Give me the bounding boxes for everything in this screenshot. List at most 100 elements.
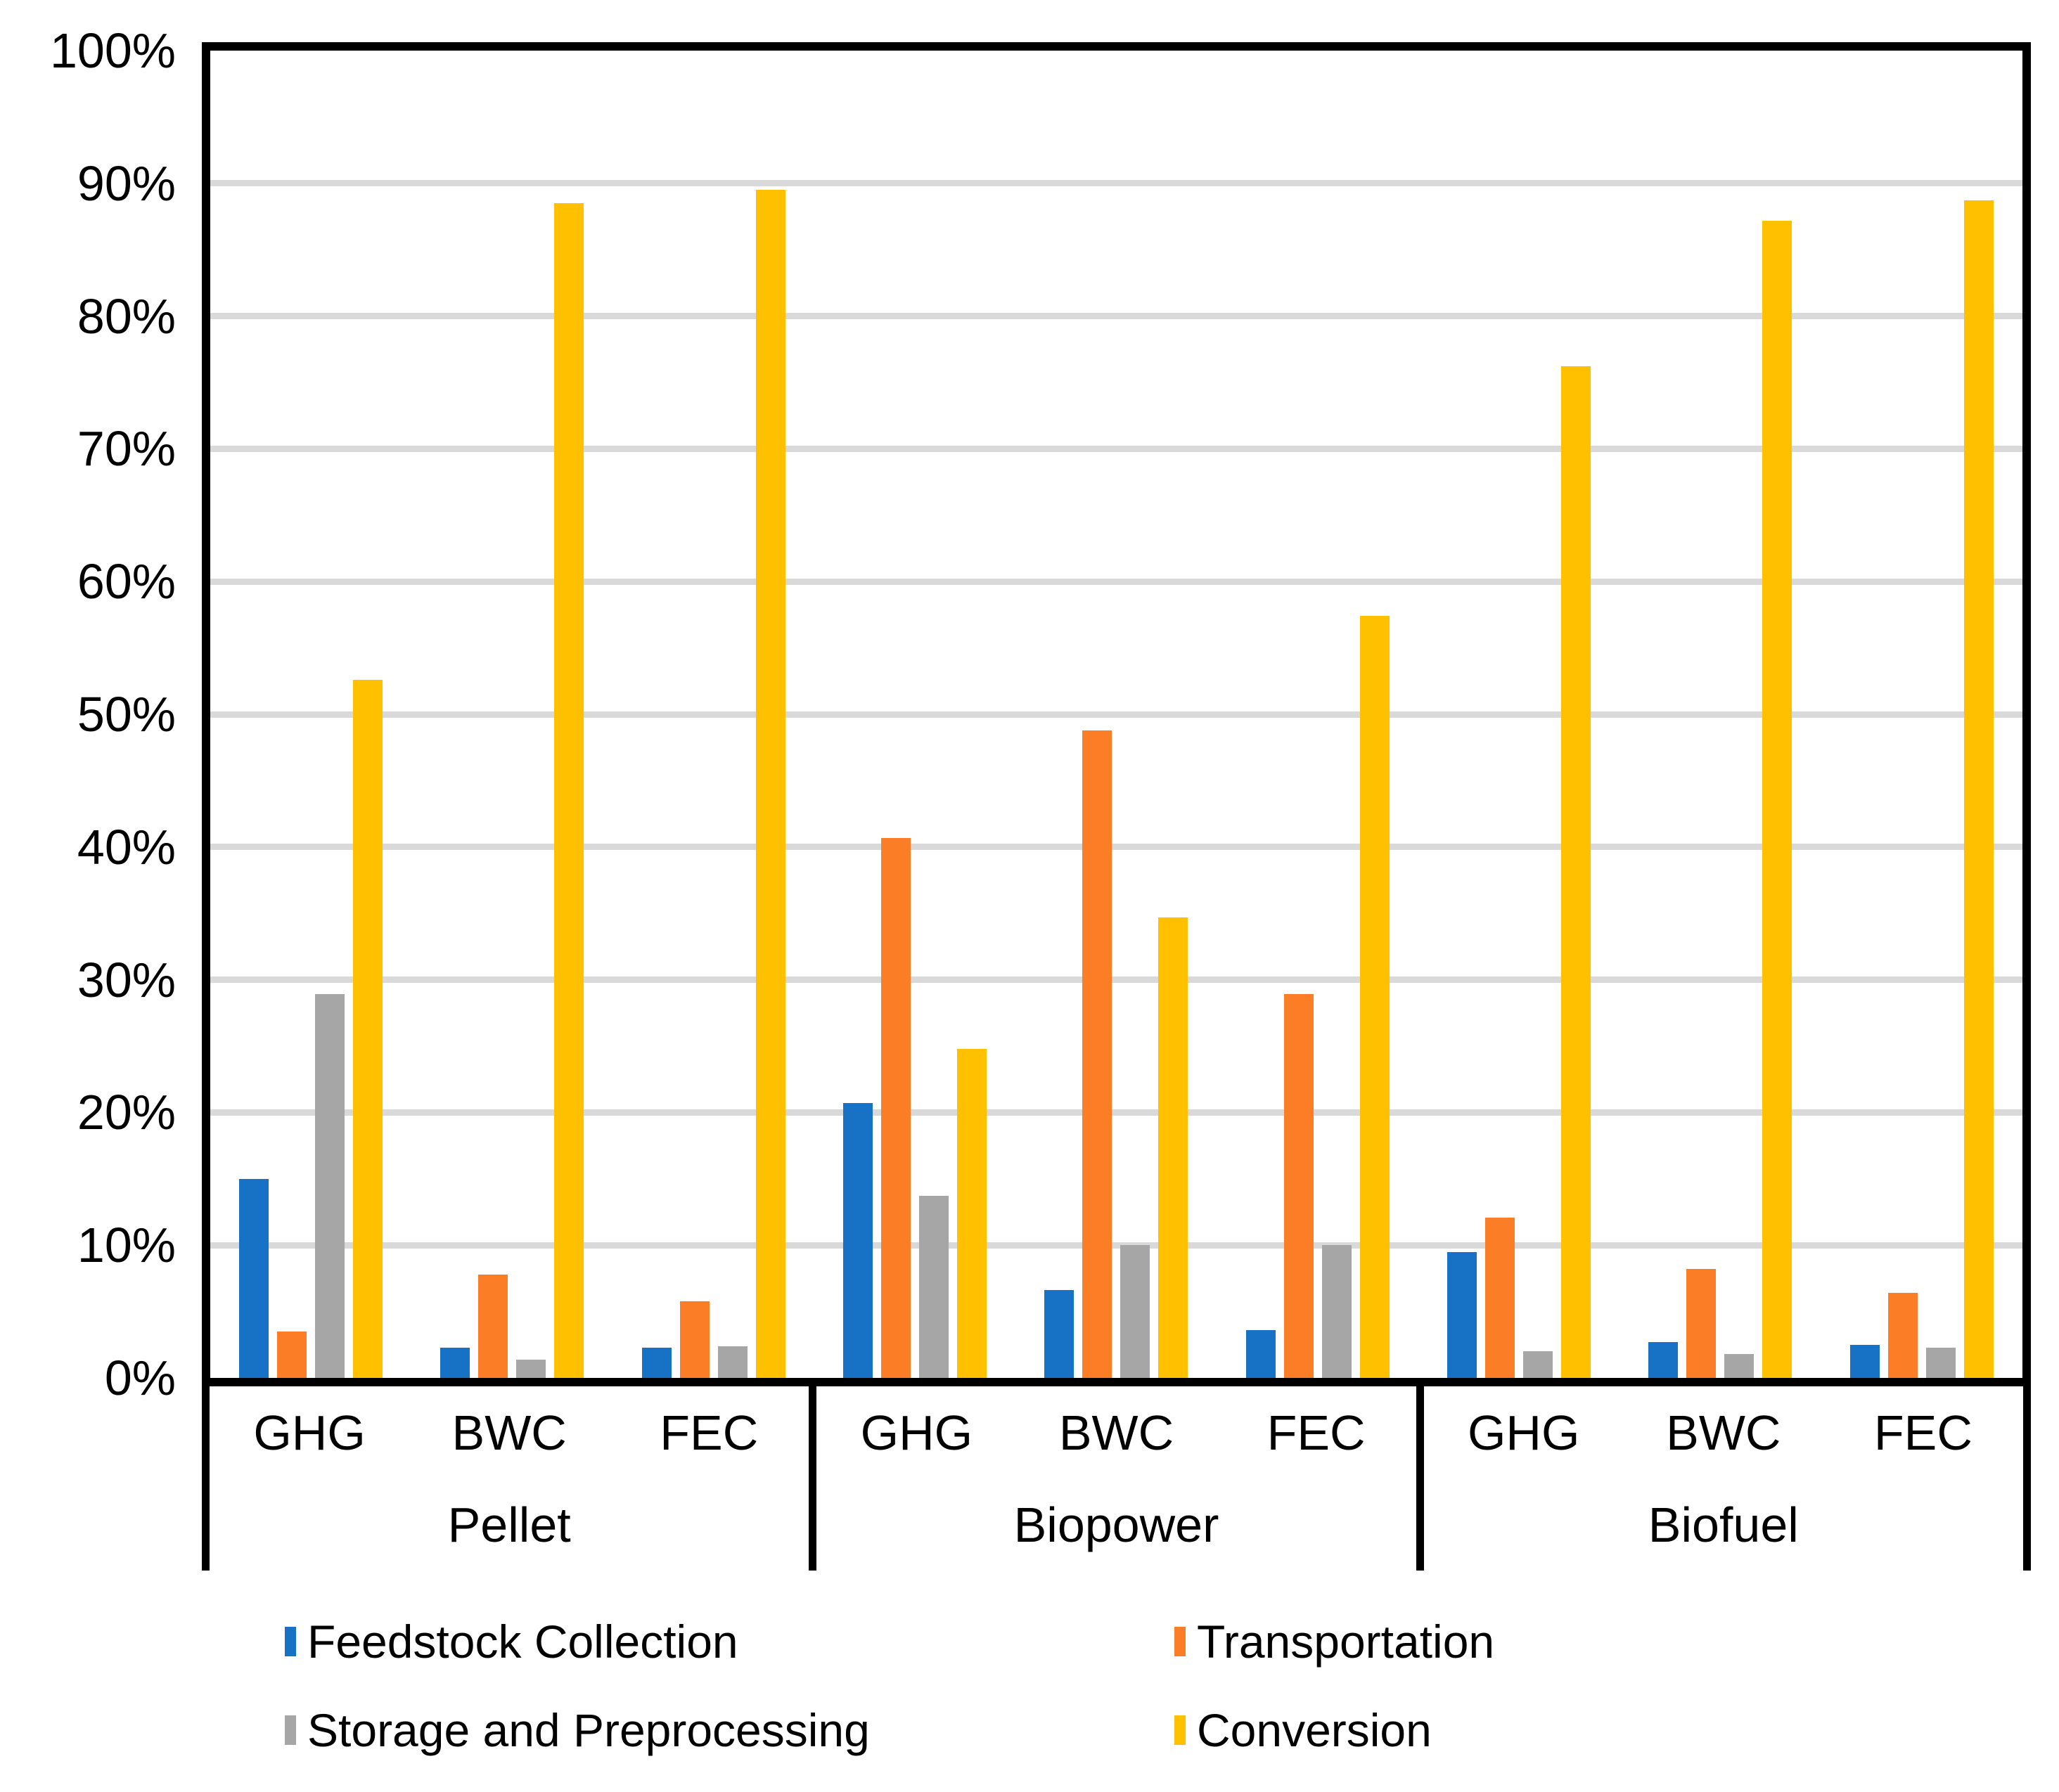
bar-cluster-pellet-ghg [210, 51, 411, 1378]
y-axis-tick-label: 80% [77, 288, 176, 344]
bar-group-biofuel [1418, 51, 2022, 1378]
legend-swatch-feedstock-collection [285, 1627, 296, 1656]
gridline [210, 445, 2022, 452]
bar-conversion [554, 203, 584, 1378]
bar-feedstock-collection [1245, 1330, 1276, 1378]
category-label: BWC [451, 1405, 567, 1460]
bar-conversion [957, 1048, 987, 1378]
bar-conversion [1158, 917, 1188, 1378]
legend-label: Transportation [1197, 1616, 1495, 1668]
category-label-row: GHG BWC FEC [816, 1386, 1416, 1478]
x-axis-group-biopower: GHG BWC FEC Biopower [809, 1386, 1416, 1571]
legend-item-transportation: Transportation [1174, 1616, 1495, 1668]
y-axis-tick-label: 90% [77, 155, 176, 211]
bar-conversion [1762, 220, 1792, 1378]
category-label-row: GHG BWC FEC [210, 1386, 809, 1478]
legend-item-feedstock-collection: Feedstock Collection [285, 1616, 1174, 1668]
x-axis: GHG BWC FEC Pellet GHG BWC FEC Biopower GHG BWC FE… [202, 1386, 2031, 1571]
bar-storage-and-preprocessing [717, 1346, 748, 1378]
bar-storage-and-preprocessing [1724, 1354, 1755, 1378]
bar-conversion [1963, 200, 1994, 1378]
bar-feedstock-collection [440, 1347, 470, 1378]
category-label: GHG [1467, 1405, 1580, 1460]
bar-group-biopower [814, 51, 1418, 1378]
bar-storage-and-preprocessing [1321, 1245, 1352, 1378]
category-label: GHG [253, 1405, 366, 1460]
category-label: GHG [860, 1405, 973, 1460]
bar-transportation [277, 1331, 307, 1378]
bar-transportation [679, 1301, 710, 1378]
legend-swatch-transportation [1174, 1627, 1186, 1656]
category-label: BWC [1058, 1405, 1174, 1460]
bar-feedstock-collection [641, 1347, 672, 1378]
bar-storage-and-preprocessing [516, 1359, 546, 1378]
bar-transportation [1485, 1217, 1515, 1378]
bar-conversion [755, 190, 785, 1378]
y-axis-tick-label: 60% [77, 554, 176, 610]
bar-transportation [1082, 730, 1112, 1378]
gridline [210, 180, 2022, 187]
gridline [210, 578, 2022, 585]
bar-transportation [478, 1274, 508, 1378]
bar-feedstock-collection [843, 1103, 873, 1378]
bar-storage-and-preprocessing [1523, 1351, 1553, 1378]
bar-cluster-biofuel-bwc [1619, 51, 1821, 1378]
bar-cluster-biopower-fec [1217, 51, 1418, 1378]
legend-label: Feedstock Collection [307, 1616, 738, 1668]
bar-feedstock-collection [1849, 1344, 1880, 1378]
legend-item-storage-and-preprocessing: Storage and Preprocessing [285, 1704, 1174, 1756]
y-axis-tick-label: 40% [77, 819, 176, 875]
y-axis-tick-label: 0% [104, 1351, 176, 1405]
bar-storage-and-preprocessing [1120, 1245, 1150, 1378]
y-axis-tick-label: 20% [77, 1085, 176, 1140]
bar-cluster-biofuel-ghg [1418, 51, 1619, 1378]
bar-feedstock-collection [1044, 1290, 1075, 1378]
group-label: Pellet [447, 1497, 571, 1552]
category-label: FEC [1873, 1405, 1973, 1460]
bar-conversion [353, 679, 383, 1378]
bar-conversion [1561, 366, 1591, 1378]
category-label-row: GHG BWC FEC [1424, 1386, 2023, 1478]
legend: Feedstock Collection Transportation Storag… [285, 1616, 1495, 1756]
plot-inner [210, 51, 2022, 1378]
gridline [210, 976, 2022, 984]
legend-swatch-storage-and-preprocessing [285, 1715, 296, 1745]
bar-group-pellet [210, 51, 814, 1378]
gridline [210, 313, 2022, 320]
y-axis-tick-label: 50% [77, 687, 176, 742]
category-label: BWC [1666, 1405, 1781, 1460]
legend-label: Storage and Preprocessing [307, 1704, 870, 1756]
x-axis-group-pellet: GHG BWC FEC Pellet [202, 1386, 809, 1571]
bar-conversion [1359, 616, 1390, 1378]
category-label: FEC [1266, 1405, 1366, 1460]
gridline [210, 1109, 2022, 1116]
legend-item-conversion: Conversion [1174, 1704, 1494, 1756]
bar-cluster-biopower-bwc [1015, 51, 1217, 1378]
bar-transportation [1887, 1293, 1918, 1378]
category-label: FEC [660, 1405, 759, 1460]
y-axis-tick-label: 70% [77, 421, 176, 477]
plot-area [202, 42, 2031, 1386]
bar-storage-and-preprocessing [315, 994, 345, 1378]
bar-feedstock-collection [1447, 1251, 1477, 1378]
gridline [210, 1242, 2022, 1249]
bar-transportation [1283, 994, 1314, 1378]
bar-storage-and-preprocessing [919, 1196, 949, 1378]
y-axis-tick-label: 10% [77, 1218, 176, 1273]
gridline [210, 711, 2022, 718]
y-axis-tick-label: 100% [49, 23, 176, 78]
legend-swatch-conversion [1174, 1715, 1186, 1745]
bar-cluster-biofuel-fec [1821, 51, 2022, 1378]
bar-transportation [1686, 1269, 1717, 1378]
bar-feedstock-collection [239, 1178, 269, 1378]
bar-feedstock-collection [1648, 1342, 1679, 1378]
x-axis-group-biofuel: GHG BWC FEC Biofuel [1416, 1386, 2031, 1571]
bar-transportation [881, 837, 911, 1378]
legend-label: Conversion [1197, 1704, 1432, 1756]
group-label: Biofuel [1648, 1497, 1799, 1552]
bar-groups [210, 51, 2022, 1378]
bar-storage-and-preprocessing [1925, 1347, 1956, 1378]
bar-cluster-pellet-bwc [411, 51, 612, 1378]
bar-cluster-pellet-fec [613, 51, 814, 1378]
